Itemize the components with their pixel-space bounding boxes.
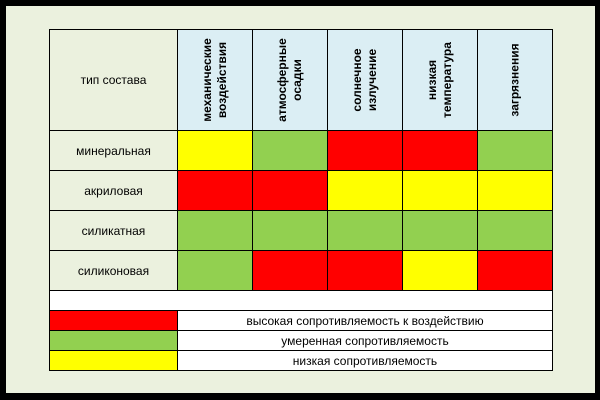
level-cell <box>177 170 253 211</box>
level-cell <box>477 250 553 291</box>
level-cell <box>327 250 403 291</box>
row-label: акриловая <box>49 170 178 211</box>
level-cell <box>177 250 253 291</box>
column-header-low-temperature: низкая температура <box>402 29 478 131</box>
column-header-solar: солнечное излучение <box>327 29 403 131</box>
level-cell <box>477 130 553 171</box>
level-cell <box>402 210 478 251</box>
legend-swatch <box>49 330 178 351</box>
level-cell <box>177 130 253 171</box>
table-row: минеральная <box>49 130 553 171</box>
level-cell <box>402 170 478 211</box>
row-label: минеральная <box>49 130 178 171</box>
corner-header: тип состава <box>49 29 178 131</box>
column-header-pollution: загрязнения <box>477 29 553 131</box>
level-cell <box>252 210 328 251</box>
legend-swatch <box>49 350 178 371</box>
legend-row: низкая сопротивляемость <box>49 350 553 371</box>
table-row: силиконовая <box>49 250 553 291</box>
level-cell <box>477 210 553 251</box>
legend-label: умеренная сопротивляемость <box>177 330 553 351</box>
table-row: силикатная <box>49 210 553 251</box>
level-cell <box>177 210 253 251</box>
legend-swatch <box>49 310 178 331</box>
legend-label: низкая сопротивляемость <box>177 350 553 371</box>
legend-row: высокая сопротивляемость к воздействию <box>49 310 553 331</box>
column-header-mechanical: механические воздействия <box>177 29 253 131</box>
row-label: силикатная <box>49 210 178 251</box>
level-cell <box>252 130 328 171</box>
level-cell <box>252 250 328 291</box>
level-cell <box>327 170 403 211</box>
spacer-row <box>49 290 553 311</box>
spacer-cell <box>49 290 553 311</box>
header-row: тип состава механические воздействия атм… <box>49 29 553 131</box>
level-cell <box>402 130 478 171</box>
level-cell <box>327 130 403 171</box>
level-cell <box>477 170 553 211</box>
level-cell <box>252 170 328 211</box>
legend-row: умеренная сопротивляемость <box>49 330 553 351</box>
row-label: силиконовая <box>49 250 178 291</box>
resistance-table: тип состава механические воздействия атм… <box>49 29 553 371</box>
level-cell <box>327 210 403 251</box>
level-cell <box>402 250 478 291</box>
column-header-precipitation: атмосферные осадки <box>252 29 328 131</box>
legend-label: высокая сопротивляемость к воздействию <box>177 310 553 331</box>
table-row: акриловая <box>49 170 553 211</box>
